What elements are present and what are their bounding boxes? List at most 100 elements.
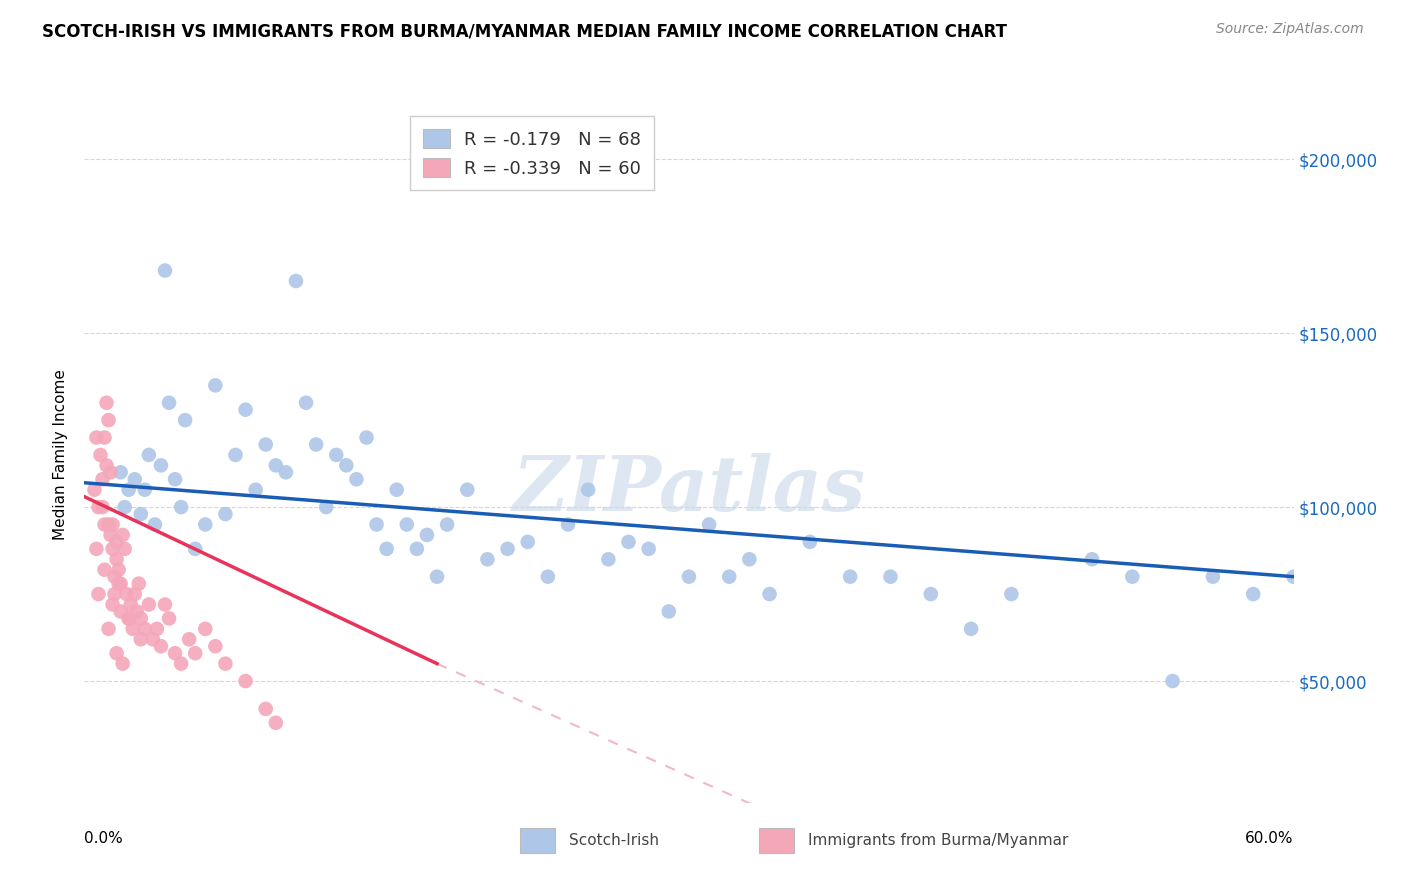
Point xyxy=(96,396,118,410)
Point xyxy=(138,448,160,462)
Point xyxy=(97,622,120,636)
Point xyxy=(83,483,105,497)
Point xyxy=(395,517,418,532)
Point xyxy=(678,570,700,584)
Point xyxy=(138,598,160,612)
Point xyxy=(758,587,780,601)
Point xyxy=(184,646,207,660)
Point xyxy=(91,500,114,514)
Point xyxy=(1202,570,1225,584)
Point xyxy=(295,396,318,410)
Point xyxy=(149,639,172,653)
Point xyxy=(165,472,187,486)
Point xyxy=(118,611,141,625)
Point xyxy=(129,507,152,521)
Point xyxy=(436,517,458,532)
Point xyxy=(598,552,620,566)
Point xyxy=(87,500,110,514)
Point xyxy=(264,458,287,473)
Point xyxy=(658,605,681,619)
Point xyxy=(93,563,115,577)
Point xyxy=(120,598,142,612)
Point xyxy=(1161,674,1184,689)
Point xyxy=(104,570,127,584)
Point xyxy=(170,500,193,514)
Point xyxy=(114,541,136,556)
FancyBboxPatch shape xyxy=(759,828,794,853)
Point xyxy=(110,576,132,591)
Point xyxy=(134,622,156,636)
Point xyxy=(104,587,127,601)
Point xyxy=(346,472,368,486)
Point xyxy=(617,534,640,549)
Point xyxy=(179,632,201,647)
Point xyxy=(537,570,560,584)
Point xyxy=(1081,552,1104,566)
Point xyxy=(697,517,720,532)
Point xyxy=(105,552,128,566)
Point xyxy=(194,517,217,532)
Point xyxy=(184,541,207,556)
Point xyxy=(799,534,821,549)
Point xyxy=(157,396,180,410)
Point xyxy=(93,517,115,532)
Point xyxy=(143,517,166,532)
Point xyxy=(170,657,193,671)
Point xyxy=(637,541,659,556)
Point xyxy=(100,466,122,480)
Point xyxy=(920,587,942,601)
Point xyxy=(264,715,287,730)
Point xyxy=(879,570,901,584)
Point xyxy=(416,528,439,542)
Point xyxy=(125,605,148,619)
Point xyxy=(96,458,118,473)
Point xyxy=(111,657,134,671)
Point xyxy=(89,448,111,462)
Point xyxy=(124,472,146,486)
Point xyxy=(335,458,357,473)
Point xyxy=(115,587,138,601)
Point xyxy=(576,483,599,497)
Text: 60.0%: 60.0% xyxy=(1246,830,1294,846)
Point xyxy=(107,576,129,591)
Point xyxy=(107,563,129,577)
Point xyxy=(121,622,143,636)
Point xyxy=(91,472,114,486)
Point xyxy=(325,448,347,462)
Point xyxy=(496,541,519,556)
Y-axis label: Median Family Income: Median Family Income xyxy=(53,369,69,541)
Point xyxy=(235,674,257,689)
Point xyxy=(146,622,169,636)
Point xyxy=(718,570,741,584)
Point xyxy=(105,534,128,549)
Point xyxy=(960,622,983,636)
Point xyxy=(274,466,297,480)
Point xyxy=(157,611,180,625)
Point xyxy=(129,632,152,647)
Text: 0.0%: 0.0% xyxy=(84,830,124,846)
Point xyxy=(87,587,110,601)
Point xyxy=(153,263,176,277)
Point xyxy=(86,541,108,556)
Point xyxy=(149,458,172,473)
Point xyxy=(111,528,134,542)
Point xyxy=(97,517,120,532)
Point xyxy=(124,587,146,601)
Point xyxy=(110,466,132,480)
Text: Scotch-Irish: Scotch-Irish xyxy=(569,833,659,848)
Point xyxy=(356,431,378,445)
Point xyxy=(315,500,337,514)
Point xyxy=(118,611,141,625)
Point xyxy=(456,483,478,497)
Point xyxy=(738,552,761,566)
Point xyxy=(477,552,499,566)
Text: ZIPatlas: ZIPatlas xyxy=(512,453,866,526)
Text: SCOTCH-IRISH VS IMMIGRANTS FROM BURMA/MYANMAR MEDIAN FAMILY INCOME CORRELATION C: SCOTCH-IRISH VS IMMIGRANTS FROM BURMA/MY… xyxy=(42,22,1007,40)
Point xyxy=(101,541,124,556)
Point xyxy=(174,413,197,427)
Point xyxy=(285,274,308,288)
Point xyxy=(305,437,328,451)
Point xyxy=(426,570,449,584)
Point xyxy=(101,517,124,532)
Point xyxy=(225,448,247,462)
